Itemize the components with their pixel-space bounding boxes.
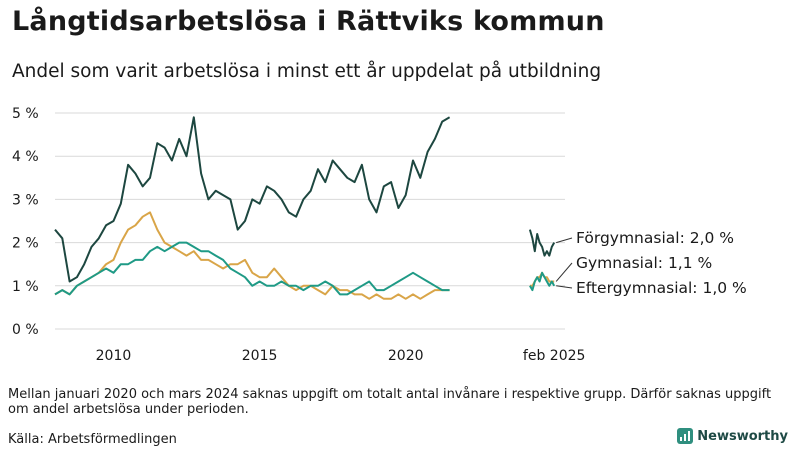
chart-subtitle: Andel som varit arbetslösa i minst ett å… [12, 61, 602, 82]
end-label-förgymnasial: Förgymnasial: 2,0 % [576, 229, 734, 247]
x-tick-label: 2010 [96, 348, 132, 364]
chart-title: Långtidsarbetslösa i Rättviks kommun [12, 6, 605, 37]
brand-name: Newsworthy [697, 428, 788, 444]
series-lines [54, 116, 556, 300]
x-axis-ticks: 2010 2015 2020 feb 2025 [96, 348, 586, 364]
series-line-förgymnasial-segment-0 [54, 116, 451, 283]
gridlines [55, 112, 565, 330]
y-axis-ticks: 0 % 1 % 2 % 3 % 4 % 5 % [12, 106, 39, 338]
end-labels: Förgymnasial: 2,0 % Gymnasial: 1,1 % Efter… [555, 229, 747, 297]
x-tick-label: 2020 [388, 348, 424, 364]
series-line-gymnasial-segment-0 [54, 211, 450, 300]
y-tick-label: 4 % [12, 149, 39, 165]
y-tick-label: 2 % [12, 236, 39, 252]
series-line-förgymnasial-segment-1 [528, 229, 556, 257]
line-chart: 0 %1 %2 %3 %4 %5 % 2010 2015 2020 feb 2025 … [12, 106, 747, 364]
end-label-eftergymnasial: Eftergymnasial: 1,0 % [576, 279, 747, 297]
series-line-eftergymnasial-segment-0 [54, 241, 450, 296]
y-tick-label: 5 % [12, 106, 39, 122]
y-tick-label: 3 % [12, 192, 39, 208]
newsworthy-logo-icon [677, 428, 694, 444]
x-tick-label: 2015 [242, 348, 278, 364]
y-tick-label: 0 % [12, 322, 39, 338]
end-label-leader [556, 237, 573, 244]
end-label-gymnasial: Gymnasial: 1,1 % [576, 254, 712, 272]
end-label-leader [555, 262, 573, 282]
footnote: Mellan januari 2020 och mars 2024 saknas… [8, 387, 772, 417]
y-tick-label: 1 % [12, 279, 39, 295]
source-text: Källa: Arbetsförmedlingen [8, 432, 177, 447]
end-label-leader [556, 285, 573, 289]
x-tick-label: feb 2025 [523, 348, 586, 364]
series-line-eftergymnasial-segment-1 [529, 271, 556, 292]
brand-logo-link[interactable]: Newsworthy [677, 428, 788, 444]
